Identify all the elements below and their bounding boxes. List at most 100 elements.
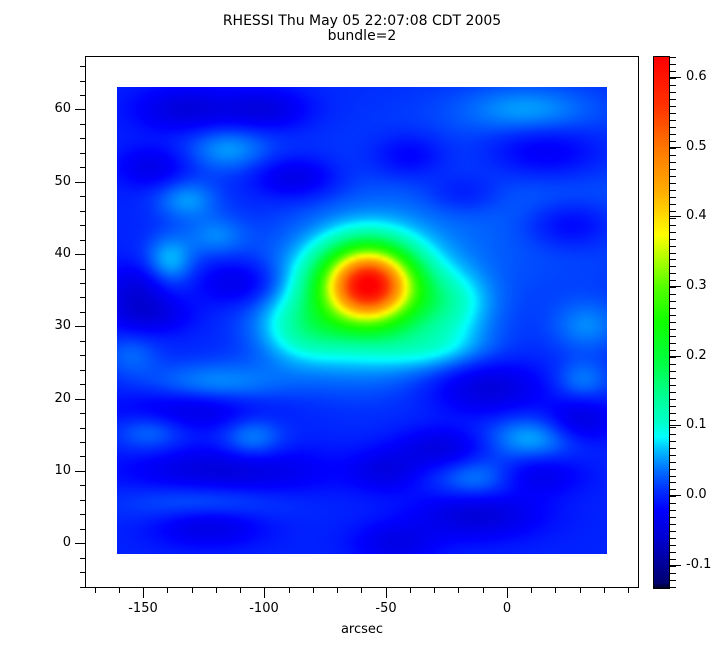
colorbar-minor-tick	[670, 204, 676, 205]
colorbar-minor-tick	[670, 92, 676, 93]
colorbar-minor-tick	[670, 197, 676, 198]
colorbar-minor-tick	[670, 580, 676, 581]
y-minor-tick	[80, 240, 85, 241]
colorbar-tick-label: 0.4	[686, 208, 707, 223]
colorbar-major-tick	[670, 565, 681, 566]
x-tick-label: -100	[249, 601, 279, 616]
colorbar-minor-tick	[670, 336, 676, 337]
colorbar-minor-tick	[670, 420, 676, 421]
colorbar-major-tick	[670, 77, 681, 78]
colorbar-minor-tick	[670, 155, 676, 156]
colorbar-tick-label: 0.1	[686, 417, 707, 432]
y-tick-label: 60	[54, 101, 71, 116]
y-minor-tick	[80, 196, 85, 197]
y-minor-tick	[80, 153, 85, 154]
colorbar-minor-tick	[670, 392, 676, 393]
colorbar-minor-tick	[670, 482, 676, 483]
colorbar-minor-tick	[670, 218, 676, 219]
colorbar-minor-tick	[670, 357, 676, 358]
colorbar-minor-tick	[670, 587, 676, 588]
y-minor-tick	[80, 81, 85, 82]
colorbar-minor-tick	[670, 294, 676, 295]
colorbar-major-tick	[670, 356, 681, 357]
colorbar-minor-tick	[670, 343, 676, 344]
x-major-tick	[386, 588, 387, 598]
y-minor-tick	[80, 500, 85, 501]
colorbar-minor-tick	[670, 489, 676, 490]
y-minor-tick	[80, 587, 85, 588]
colorbar-minor-tick	[670, 503, 676, 504]
x-minor-tick	[289, 588, 290, 593]
x-minor-tick	[216, 588, 217, 593]
colorbar-minor-tick	[670, 57, 676, 58]
x-axis-title: arcsec	[340, 622, 384, 637]
colorbar-minor-tick	[670, 566, 676, 567]
colorbar-minor-tick	[670, 559, 676, 560]
colorbar-minor-tick	[670, 232, 676, 233]
colorbar-major-tick	[670, 216, 681, 217]
colorbar-minor-tick	[670, 253, 676, 254]
y-minor-tick	[80, 225, 85, 226]
colorbar-minor-tick	[670, 462, 676, 463]
colorbar-minor-tick	[670, 280, 676, 281]
colorbar-minor-tick	[670, 308, 676, 309]
y-major-tick	[75, 326, 85, 327]
colorbar-minor-tick	[670, 127, 676, 128]
y-minor-tick	[80, 269, 85, 270]
colorbar-tick-label: 0.6	[686, 69, 707, 84]
colorbar-minor-tick	[670, 322, 676, 323]
x-major-tick	[143, 588, 144, 598]
colorbar-minor-tick	[670, 211, 676, 212]
x-minor-tick	[580, 588, 581, 593]
colorbar-minor-tick	[670, 538, 676, 539]
colorbar-minor-tick	[670, 134, 676, 135]
y-minor-tick	[80, 370, 85, 371]
colorbar-minor-tick	[670, 162, 676, 163]
y-tick-label: 40	[54, 246, 71, 261]
y-minor-tick	[80, 297, 85, 298]
colorbar-minor-tick	[670, 476, 676, 477]
x-minor-tick	[337, 588, 338, 593]
colorbar-minor-tick	[670, 71, 676, 72]
colorbar-minor-tick	[670, 85, 676, 86]
x-minor-tick	[119, 588, 120, 593]
y-tick-label: 0	[62, 535, 71, 550]
colorbar-minor-tick	[670, 273, 676, 274]
colorbar-minor-tick	[670, 517, 676, 518]
colorbar-minor-tick	[670, 141, 676, 142]
colorbar-minor-tick	[670, 385, 676, 386]
x-minor-tick	[410, 588, 411, 593]
x-major-tick	[264, 588, 265, 598]
y-tick-label: 10	[54, 463, 71, 478]
x-minor-tick	[95, 588, 96, 593]
y-tick-label: 20	[54, 391, 71, 406]
y-minor-tick	[80, 66, 85, 67]
colorbar-minor-tick	[670, 371, 676, 372]
plot-subtitle: bundle=2	[327, 28, 397, 44]
y-minor-tick	[80, 124, 85, 125]
colorbar-minor-tick	[670, 246, 676, 247]
y-minor-tick	[80, 514, 85, 515]
y-minor-tick	[80, 572, 85, 573]
colorbar-minor-tick	[670, 524, 676, 525]
colorbar-tick-label: -0.1	[686, 557, 712, 572]
x-minor-tick	[313, 588, 314, 593]
colorbar-minor-tick	[670, 169, 676, 170]
x-minor-tick	[555, 588, 556, 593]
y-major-tick	[75, 399, 85, 400]
x-minor-tick	[361, 588, 362, 593]
colorbar-minor-tick	[670, 266, 676, 267]
y-minor-tick	[80, 456, 85, 457]
colorbar-gradient	[654, 57, 669, 588]
x-minor-tick	[483, 588, 484, 593]
colorbar-minor-tick	[670, 364, 676, 365]
y-minor-tick	[80, 428, 85, 429]
colorbar-minor-tick	[670, 469, 676, 470]
colorbar-minor-tick	[670, 259, 676, 260]
heatmap-image	[117, 87, 607, 554]
y-minor-tick	[80, 211, 85, 212]
y-minor-tick	[80, 485, 85, 486]
y-minor-tick	[80, 355, 85, 356]
colorbar-minor-tick	[670, 106, 676, 107]
